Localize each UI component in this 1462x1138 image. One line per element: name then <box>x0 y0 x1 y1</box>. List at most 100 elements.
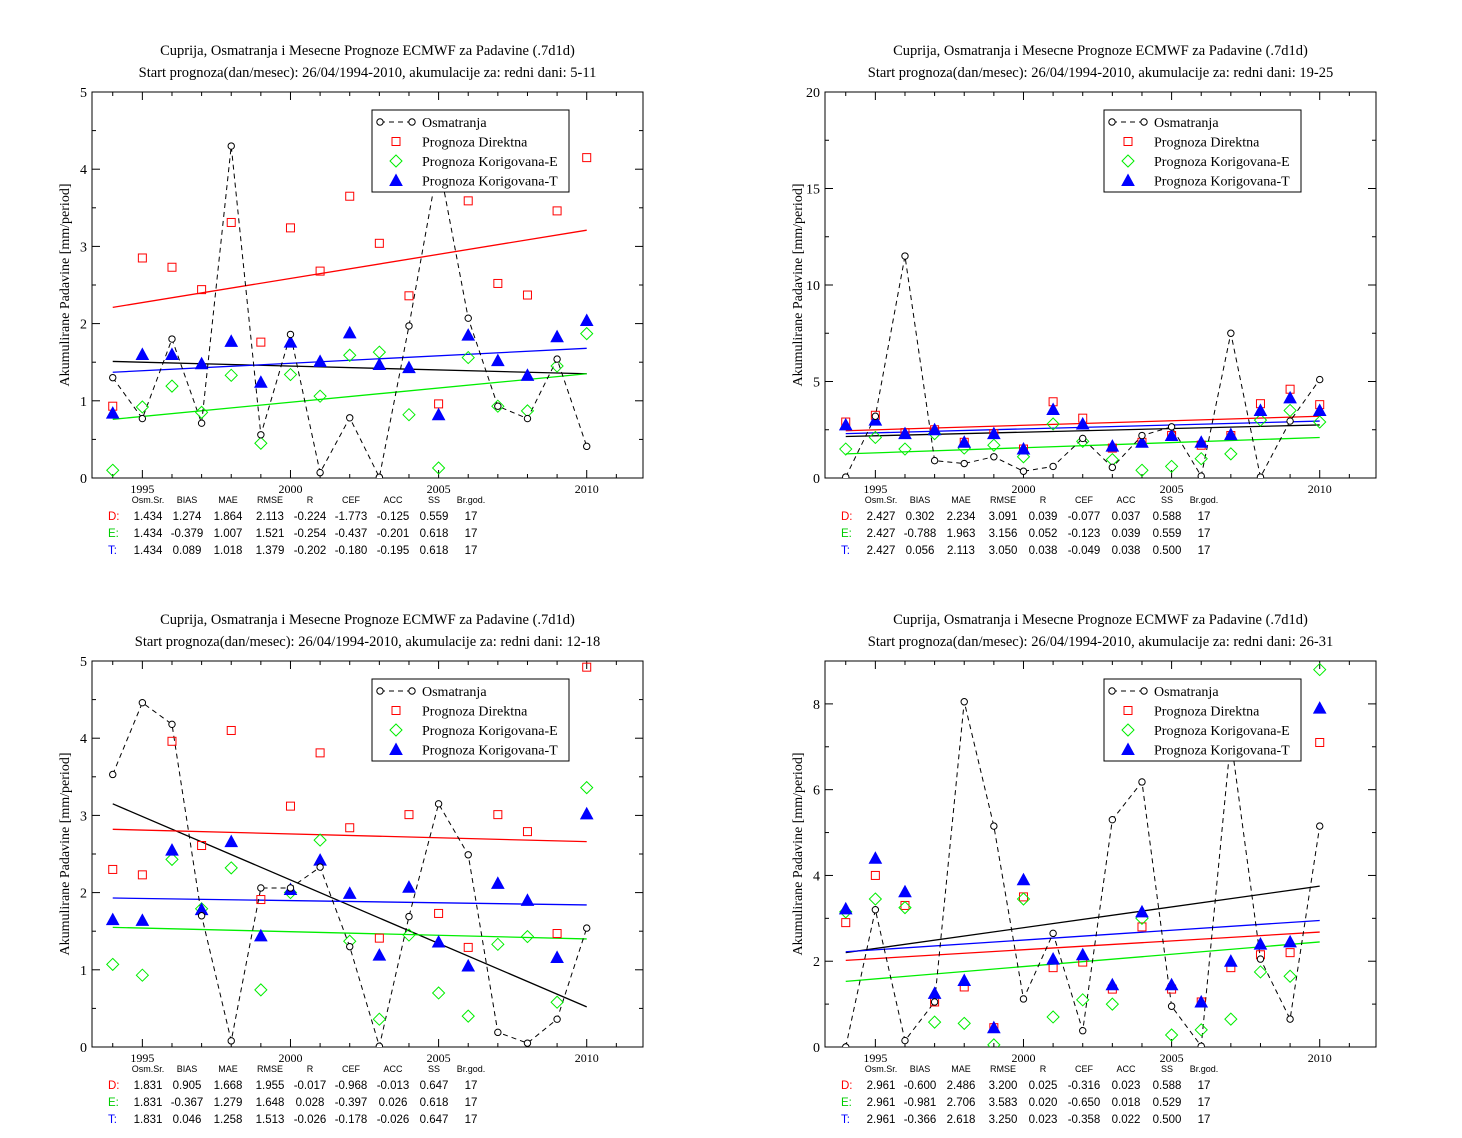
legend-marker <box>408 118 416 126</box>
stats-value: 0.026 <box>379 1097 408 1109</box>
stats-value: 17 <box>1198 1080 1211 1092</box>
stats-header: MAE <box>218 495 238 505</box>
data-point <box>224 861 238 875</box>
series-line-osmatranja <box>112 145 588 478</box>
data-point <box>582 662 592 672</box>
stats-value: 2.486 <box>947 1080 976 1092</box>
stats-header: Br.god. <box>1190 495 1219 505</box>
stats-header: SS <box>428 495 440 505</box>
data-point <box>168 720 176 729</box>
data-point <box>137 870 147 880</box>
data-point <box>930 998 939 1006</box>
data-point <box>165 852 179 867</box>
data-point <box>167 736 177 746</box>
stats-value: 1.379 <box>256 545 285 557</box>
data-point <box>343 348 357 362</box>
data-point <box>105 406 120 419</box>
legend-marker <box>376 687 384 695</box>
data-point <box>491 353 505 367</box>
legend-marker <box>1123 706 1133 715</box>
stats-value: -0.788 <box>904 528 937 540</box>
y-tick-label: 4 <box>813 869 820 884</box>
stats-header: Osm.Sr. <box>132 1064 165 1074</box>
data-point <box>1194 451 1208 466</box>
data-point <box>550 995 564 1009</box>
stats-header: CEF <box>1075 495 1094 505</box>
stats-value: 1.831 <box>134 1080 163 1092</box>
data-point <box>1138 431 1146 440</box>
chart-legend: Osmatranja Prognoza Direktna Prognoza Kori… <box>371 109 570 193</box>
legend-marker <box>389 173 403 186</box>
data-point <box>402 928 416 942</box>
data-point <box>286 884 295 892</box>
stats-value: 3.050 <box>989 545 1018 557</box>
data-point <box>1194 1023 1208 1037</box>
data-point <box>1286 1015 1294 1023</box>
legend-label: Osmatranja <box>1154 116 1219 131</box>
data-point <box>167 262 177 272</box>
data-point <box>1316 822 1324 830</box>
data-point <box>431 934 446 948</box>
data-point <box>1079 434 1087 443</box>
data-point <box>552 206 562 216</box>
data-point <box>197 419 206 427</box>
data-point <box>842 473 850 478</box>
data-point <box>197 841 207 851</box>
data-point <box>165 379 179 393</box>
data-point <box>579 806 594 820</box>
data-point <box>316 863 324 871</box>
trend-line <box>845 931 1320 962</box>
data-point <box>1283 969 1297 983</box>
stats-header: MAE <box>951 495 971 505</box>
data-point <box>927 1015 942 1029</box>
plot-data <box>105 142 594 478</box>
data-point <box>254 928 268 942</box>
data-point <box>254 436 268 450</box>
data-point <box>345 191 355 201</box>
data-point <box>461 958 476 972</box>
chart-panel-1: Cuprija, Osmatranja i Mesecne Prognoze E… <box>58 43 644 557</box>
stats-value: 1.258 <box>214 1114 243 1126</box>
data-point <box>957 435 972 448</box>
chart-panel-2: Cuprija, Osmatranja i Mesecne Prognoze E… <box>791 43 1377 557</box>
data-point <box>1108 463 1117 472</box>
data-point <box>135 347 150 360</box>
data-point <box>927 422 942 436</box>
stats-value: -0.180 <box>335 545 368 557</box>
stats-row-label: T: <box>108 1114 117 1126</box>
data-point <box>491 399 505 413</box>
stats-row-label: E: <box>108 1097 119 1109</box>
x-tick-label: 2000 <box>278 1051 302 1065</box>
stats-value: 0.020 <box>1029 1097 1058 1109</box>
data-point <box>1253 413 1268 427</box>
data-point <box>1164 428 1179 442</box>
stats-value: 0.052 <box>1029 528 1058 540</box>
stats-value: 0.038 <box>1112 545 1141 557</box>
data-point <box>522 827 532 837</box>
y-tick-label: 8 <box>813 698 820 713</box>
legend-box <box>1103 678 1302 762</box>
data-point <box>434 908 444 918</box>
data-point <box>580 780 594 795</box>
data-point <box>135 968 150 982</box>
stats-value: 0.039 <box>1112 528 1141 540</box>
stats-value: 0.618 <box>420 1097 449 1109</box>
stats-value: -0.367 <box>171 1097 204 1109</box>
data-point <box>1105 439 1120 452</box>
stats-row-label: D: <box>841 1080 853 1092</box>
chart-legend: Osmatranja Prognoza Direktna Prognoza Kori… <box>1103 678 1302 762</box>
data-point <box>1135 904 1149 918</box>
stats-header: R <box>1040 495 1047 505</box>
chart-legend: Osmatranja Prognoza Direktna Prognoza Kori… <box>371 678 570 762</box>
legend-marker <box>1140 118 1148 126</box>
stats-value: -0.178 <box>335 1114 368 1126</box>
stats-value: 1.007 <box>214 528 243 540</box>
y-tick-label: 4 <box>80 732 87 747</box>
data-point <box>494 402 502 410</box>
stats-value: -0.437 <box>335 528 368 540</box>
stats-header: RMSE <box>990 1064 1016 1074</box>
stats-value: -0.981 <box>904 1097 937 1109</box>
data-point <box>491 876 505 889</box>
stats-header: MAE <box>218 1064 238 1074</box>
legend-marker <box>389 723 403 737</box>
